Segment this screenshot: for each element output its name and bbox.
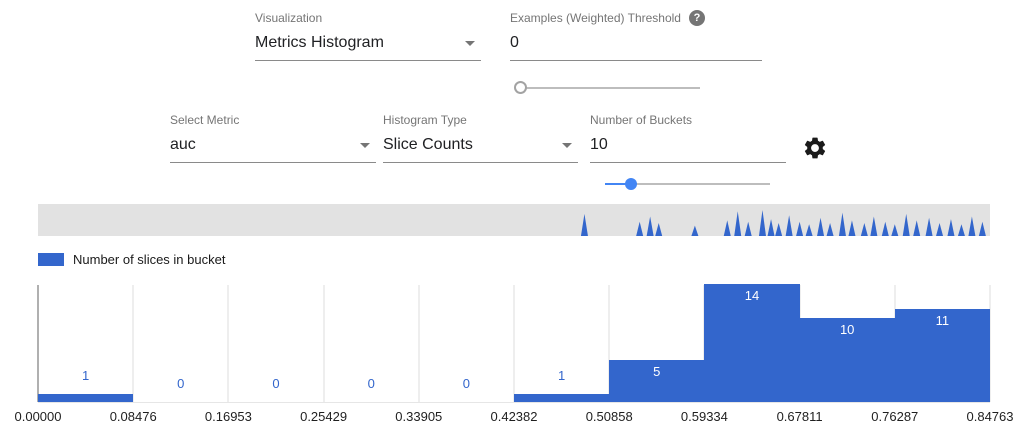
overview-brush-strip[interactable] <box>38 204 990 236</box>
x-tick-label: 0.42382 <box>490 409 538 424</box>
x-tick-label: 0.00000 <box>14 409 62 424</box>
chart-plot-area: 1 0 0 0 0 1 5 14 10 11 <box>37 284 991 403</box>
buckets-slider-thumb[interactable] <box>625 178 638 190</box>
x-tick-label: 0.50858 <box>585 409 633 424</box>
x-tick-label: 0.25429 <box>300 409 348 424</box>
number-of-buckets-field: Number of Buckets 10 <box>590 112 786 163</box>
histogram-bar[interactable] <box>38 393 134 402</box>
gridline <box>989 285 991 402</box>
gear-icon <box>804 137 826 159</box>
gridline <box>608 285 610 402</box>
settings-button[interactable] <box>802 135 828 161</box>
chevron-down-icon[interactable] <box>562 143 572 148</box>
threshold-field: Examples (Weighted) Threshold ? 0 <box>510 10 762 61</box>
bar-value-label: 11 <box>935 313 950 329</box>
bar-value-label: 10 <box>839 321 855 337</box>
bar-value-label: 0 <box>367 376 375 391</box>
slider-track[interactable] <box>605 183 770 185</box>
select-metric-label: Select Metric <box>170 113 240 127</box>
x-tick-label: 0.84763 <box>966 409 1014 424</box>
select-metric-selected-text: auc <box>170 136 196 153</box>
histogram-type-value[interactable]: Slice Counts <box>383 134 578 163</box>
x-tick-label: 0.67811 <box>776 409 823 424</box>
legend-label: Number of slices in bucket <box>73 252 226 267</box>
number-of-buckets-value-text: 10 <box>590 136 608 153</box>
bar-value-label: 0 <box>462 376 471 391</box>
number-of-buckets-input[interactable]: 10 <box>590 134 786 163</box>
visualization-value[interactable]: Metrics Histogram <box>255 32 481 61</box>
threshold-value-text: 0 <box>510 34 519 51</box>
histogram-type-label: Histogram Type <box>383 113 467 127</box>
bar-value-label: 1 <box>557 367 566 383</box>
threshold-input[interactable]: 0 <box>510 32 762 61</box>
slider-track[interactable] <box>520 87 700 89</box>
select-metric-value[interactable]: auc <box>170 134 376 163</box>
x-tick-label: 0.33905 <box>395 409 443 424</box>
histogram-bar[interactable] <box>704 284 800 402</box>
slider-fill <box>605 183 632 185</box>
x-tick-label: 0.08476 <box>109 409 157 424</box>
gridline <box>418 285 420 402</box>
gridline <box>132 285 134 402</box>
threshold-slider-thumb[interactable] <box>514 81 527 94</box>
threshold-label: Examples (Weighted) Threshold <box>510 11 681 25</box>
buckets-slider[interactable] <box>605 177 770 191</box>
visualization-label: Visualization <box>255 11 323 25</box>
visualization-dropdown[interactable]: Visualization Metrics Histogram <box>255 10 481 61</box>
histogram-type-selected-text: Slice Counts <box>383 136 473 153</box>
bar-value-label: 5 <box>653 363 661 379</box>
chevron-down-icon[interactable] <box>465 41 475 46</box>
select-metric-dropdown[interactable]: Select Metric auc <box>170 112 376 163</box>
bar-value-label: 1 <box>81 367 90 383</box>
histogram-bar[interactable] <box>514 393 610 402</box>
bar-value-label: 0 <box>177 376 185 391</box>
help-icon[interactable]: ? <box>688 10 705 26</box>
overview-spikes-chart <box>580 210 986 236</box>
chevron-down-icon[interactable] <box>360 143 370 148</box>
gridline <box>323 285 325 402</box>
histogram-bar[interactable] <box>799 317 895 402</box>
histogram-chart: 1 0 0 0 0 1 5 14 10 11 0.00000 0.08476 0.16953 0.254… <box>15 284 1014 427</box>
gridline <box>37 285 39 402</box>
bar-value-label: 14 <box>744 288 760 303</box>
x-tick-label: 0.76287 <box>871 409 919 424</box>
gridline <box>227 285 229 402</box>
number-of-buckets-label: Number of Buckets <box>590 113 693 127</box>
x-tick-label: 0.59334 <box>680 409 728 424</box>
chart-x-axis: 0.00000 0.08476 0.16953 0.25429 0.33905 0.423… <box>15 403 1014 427</box>
threshold-slider[interactable] <box>514 81 700 95</box>
visualization-selected-text: Metrics Histogram <box>255 34 384 51</box>
x-tick-label: 0.16953 <box>204 409 252 424</box>
legend: Number of slices in bucket <box>38 252 225 267</box>
bar-value-label: 0 <box>272 376 280 391</box>
histogram-bar[interactable] <box>894 309 990 402</box>
gridline <box>513 285 515 402</box>
legend-swatch <box>38 253 64 266</box>
histogram-type-dropdown[interactable]: Histogram Type Slice Counts <box>383 112 578 163</box>
histogram-bar[interactable] <box>609 359 705 402</box>
